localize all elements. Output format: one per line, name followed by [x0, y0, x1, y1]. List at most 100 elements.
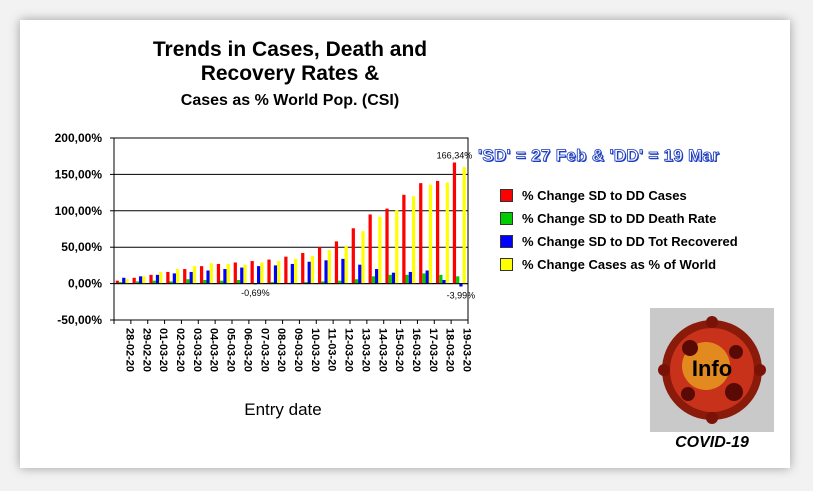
- bar-death: [371, 276, 376, 284]
- x-tick-label: 04-03-20: [208, 328, 220, 372]
- legend-swatch-death: [500, 212, 513, 225]
- data-label: -3,99%: [447, 291, 476, 301]
- bar-cases: [284, 256, 288, 284]
- bar-death: [135, 281, 140, 284]
- bar-world: [277, 261, 281, 284]
- bar-cases: [334, 241, 339, 284]
- x-tick-label: 03-03-20: [191, 328, 203, 372]
- bar-world: [411, 196, 416, 284]
- bar-recovered: [122, 277, 126, 284]
- bar-recovered: [425, 270, 429, 284]
- bar-recovered: [408, 271, 412, 284]
- bar-cases: [317, 247, 322, 284]
- bar-cases: [166, 271, 170, 284]
- bar-world: [344, 245, 348, 284]
- legend-item-death: % Change SD to DD Death Rate: [500, 207, 738, 230]
- bar-recovered: [459, 283, 463, 287]
- bar-cases: [199, 266, 204, 284]
- x-tick-label: 06-03-20: [241, 328, 253, 372]
- data-label: 166,34%: [437, 151, 473, 161]
- bar-cases: [385, 208, 389, 284]
- bar-recovered: [324, 260, 328, 284]
- bar-recovered: [358, 264, 362, 284]
- bar-death: [169, 281, 173, 284]
- x-tick-label: 28-02-20: [123, 328, 135, 372]
- bar-world: [395, 210, 399, 284]
- covid-logo: Info: [650, 308, 774, 432]
- bar-recovered: [273, 265, 278, 284]
- bar-world: [243, 264, 247, 284]
- bar-death: [439, 274, 443, 284]
- bar-world: [142, 276, 146, 284]
- bar-cases: [183, 269, 187, 284]
- bar-world: [175, 269, 180, 284]
- logo-caption: COVID-19: [675, 434, 749, 451]
- bar-cases: [402, 194, 406, 284]
- virus-icon: Info: [658, 316, 766, 424]
- y-tick-label: 100,00%: [55, 204, 103, 218]
- bar-world: [192, 266, 197, 284]
- bar-recovered: [189, 271, 193, 284]
- bar-world: [310, 255, 315, 284]
- x-tick-label: 01-03-20: [157, 328, 169, 372]
- bar-world: [209, 263, 213, 284]
- chart-title-line-1: Trends in Cases, Death and: [152, 38, 428, 61]
- bar-death: [354, 279, 359, 284]
- x-tick-label: 29-02-20: [140, 328, 152, 372]
- legend-swatch-world: [500, 258, 513, 271]
- bar-world: [226, 263, 230, 284]
- bar-death: [304, 282, 308, 284]
- bar-recovered: [257, 266, 261, 284]
- legend-item-recovered: % Change SD to DD Tot Recovered: [500, 230, 738, 253]
- bar-world: [260, 262, 264, 284]
- x-tick-label: 05-03-20: [225, 328, 237, 372]
- x-tick-label: 10-03-20: [309, 328, 321, 372]
- legend-swatch-cases: [500, 189, 513, 202]
- x-tick-label: 02-03-20: [174, 328, 186, 372]
- bar-world: [462, 167, 466, 284]
- bar-world: [327, 250, 331, 284]
- bar-cases: [267, 259, 271, 284]
- x-tick-label: 19-03-20: [461, 328, 473, 372]
- bar-recovered: [442, 279, 446, 284]
- bar-death: [338, 280, 342, 284]
- bar-death: [321, 281, 325, 284]
- bar-world: [445, 182, 449, 284]
- bar-world: [378, 216, 382, 284]
- bar-world: [293, 258, 298, 284]
- data-label: -0,69%: [241, 288, 270, 298]
- bar-cases: [216, 263, 221, 284]
- bar-cases: [132, 277, 136, 284]
- bar-death: [388, 274, 392, 284]
- bar-cases: [419, 183, 423, 284]
- bar-recovered: [139, 276, 143, 284]
- bar-cases: [452, 162, 457, 284]
- logo-text: Info: [692, 356, 732, 381]
- x-tick-label: 14-03-20: [376, 328, 388, 372]
- bar-death: [152, 280, 156, 284]
- legend-item-world: % Change Cases as % of World: [500, 253, 738, 276]
- bar-cases: [368, 214, 372, 284]
- legend-item-cases: % Change SD to DD Cases: [500, 184, 738, 207]
- legend-swatch-recovered: [500, 235, 513, 248]
- x-tick-label: 15-03-20: [393, 328, 405, 372]
- bar-recovered: [155, 274, 160, 284]
- bar-recovered: [375, 269, 379, 284]
- x-tick-label: 12-03-20: [343, 328, 355, 372]
- bar-recovered: [240, 267, 244, 284]
- x-tick-label: 08-03-20: [275, 328, 287, 372]
- bar-recovered: [341, 258, 345, 284]
- x-tick-label: 13-03-20: [359, 328, 371, 372]
- date-note: 'SD' = 27 Feb & 'DD' = 19 Mar: [478, 146, 720, 166]
- y-tick-label: 50,00%: [61, 240, 102, 254]
- bar-world: [428, 184, 433, 284]
- bar-cases: [351, 228, 355, 284]
- x-tick-label: 07-03-20: [258, 328, 270, 372]
- bar-cases: [233, 262, 237, 284]
- x-tick-label: 16-03-20: [410, 328, 422, 372]
- bar-world: [159, 271, 163, 284]
- chart-title-line-3: Cases as % World Pop. (CSI): [180, 92, 400, 109]
- legend-label-cases: % Change SD to DD Cases: [522, 188, 687, 203]
- bar-world: [361, 231, 365, 284]
